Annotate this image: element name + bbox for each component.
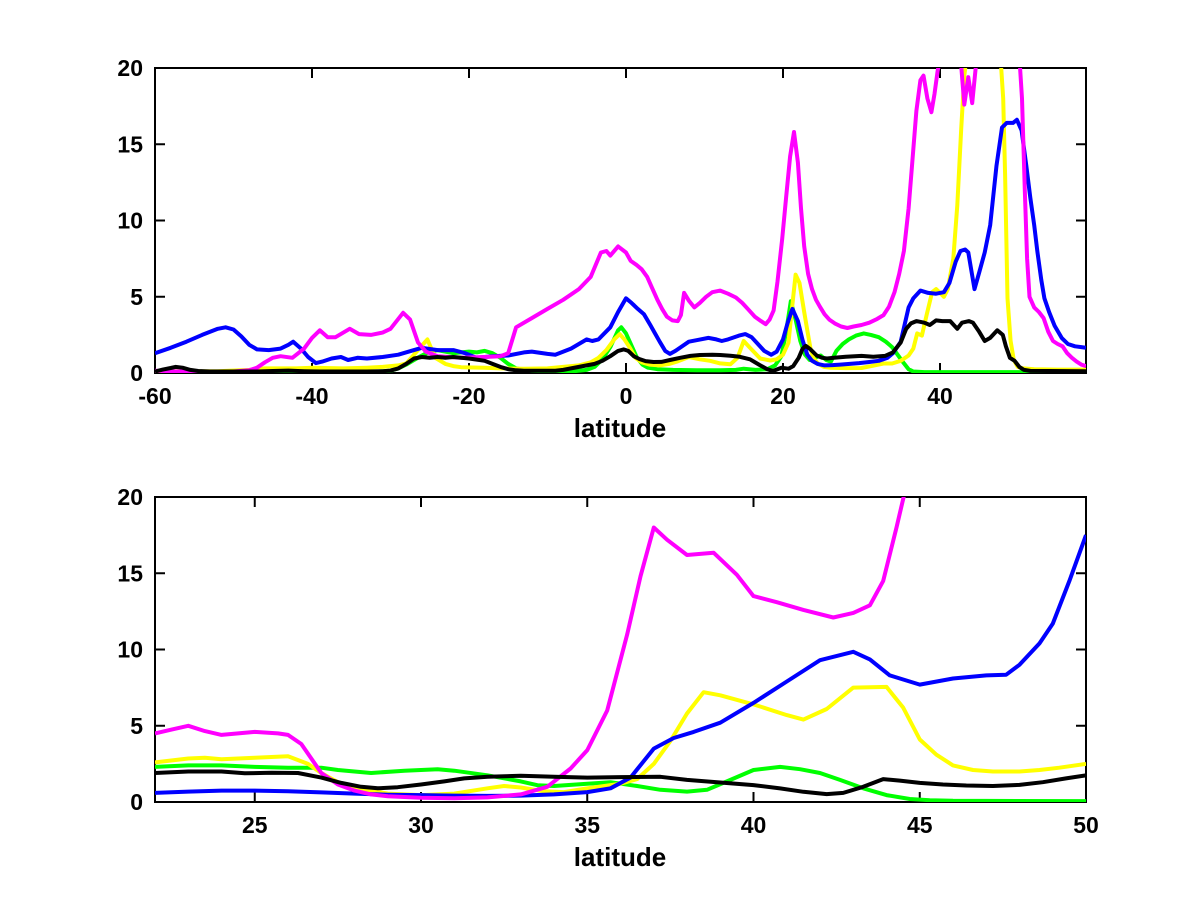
series-line-yellow xyxy=(155,68,1086,373)
x-tick-label: -60 xyxy=(138,383,171,409)
x-tick-label: 40 xyxy=(927,383,953,409)
bottom-axes-frame xyxy=(154,496,1087,803)
top-axis-ticks: -60 -40 -20 0 20 40 0 5 10 15 20 xyxy=(117,55,1086,409)
top-plot: -60 -40 -20 0 20 40 0 5 10 15 20 latitude xyxy=(117,55,1087,443)
series-line-blue xyxy=(155,117,1086,368)
x-tick-label: 45 xyxy=(907,812,933,838)
y-tick-label: 0 xyxy=(130,360,143,386)
x-tick-label: -20 xyxy=(452,383,485,409)
series-line-blue xyxy=(155,534,1086,798)
series-line-black xyxy=(155,318,1086,373)
series-line-magenta xyxy=(155,68,1086,373)
x-tick-label: -40 xyxy=(295,383,328,409)
series-line-green xyxy=(155,299,1086,373)
x-tick-label: 30 xyxy=(408,812,434,838)
series-line-magenta xyxy=(155,497,906,801)
x-tick-label: 0 xyxy=(620,383,633,409)
y-tick-label: 15 xyxy=(117,560,143,586)
series-line-green xyxy=(155,763,1086,802)
y-tick-label: 10 xyxy=(117,637,143,663)
x-tick-label: 40 xyxy=(741,812,767,838)
y-tick-label: 15 xyxy=(117,131,143,157)
y-tick-label: 0 xyxy=(130,789,143,815)
x-tick-label: 50 xyxy=(1073,812,1099,838)
y-tick-label: 20 xyxy=(117,55,143,81)
y-tick-label: 10 xyxy=(117,208,143,234)
y-tick-label: 20 xyxy=(117,484,143,510)
x-tick-label: 20 xyxy=(770,383,796,409)
series-line-black xyxy=(155,769,1086,797)
x-tick-label: 25 xyxy=(242,812,268,838)
y-tick-label: 5 xyxy=(130,713,143,739)
bottom-series-group xyxy=(155,497,1086,802)
top-series-group xyxy=(155,68,1086,373)
bottom-xlabel: latitude xyxy=(574,842,666,872)
bottom-axis-ticks: 25 30 35 40 45 50 0 5 10 15 20 xyxy=(117,484,1098,838)
top-xlabel: latitude xyxy=(574,413,666,443)
bottom-plot: 25 30 35 40 45 50 0 5 10 15 20 latitude xyxy=(117,484,1098,872)
y-tick-label: 5 xyxy=(130,284,143,310)
x-tick-label: 35 xyxy=(574,812,600,838)
